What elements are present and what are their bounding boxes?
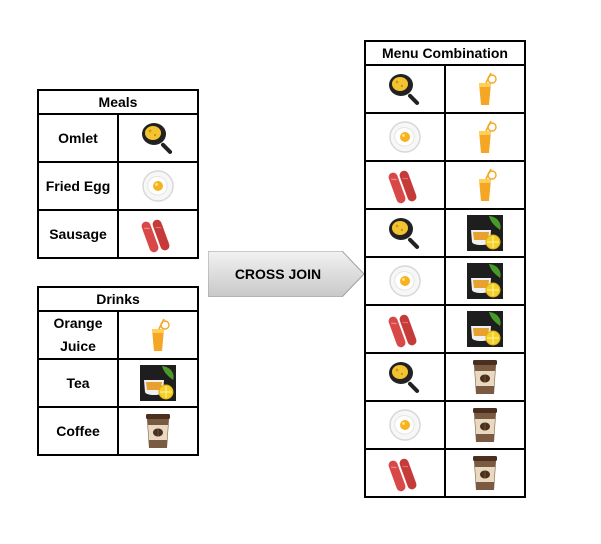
fried-egg-icon <box>389 409 421 441</box>
cross-join-label: CROSS JOIN <box>234 266 322 282</box>
drink-label-orange-juice: Orange Juice <box>37 310 119 360</box>
combination-row <box>364 64 526 114</box>
drink-label-line2: Juice <box>60 338 96 354</box>
lemon-tea-icon <box>467 215 503 251</box>
coffee-cup-icon <box>473 360 497 394</box>
lemon-tea-icon <box>140 365 176 401</box>
orange-juice-icon <box>479 168 497 201</box>
frying-pan-icon <box>389 74 420 105</box>
menu-combination-header: Menu Combination <box>364 40 526 66</box>
coffee-cup-icon <box>473 456 497 490</box>
sausage-icon <box>388 170 417 204</box>
combination-row <box>364 256 526 306</box>
frying-pan-icon <box>142 123 173 154</box>
frying-pan-icon <box>389 362 420 393</box>
lemon-tea-icon <box>467 311 503 347</box>
fried-egg-icon <box>389 265 421 297</box>
combination-row <box>364 400 526 450</box>
meals-table: Meals Omlet Fried Egg Sausage <box>36 89 200 259</box>
frying-pan-icon <box>389 218 420 249</box>
drink-label-coffee: Coffee <box>37 406 119 456</box>
combination-row <box>364 304 526 354</box>
fried-egg-icon <box>142 170 174 202</box>
meal-label-sausage: Sausage <box>37 209 119 259</box>
lemon-tea-icon <box>467 263 503 299</box>
cross-join-arrow <box>208 251 364 297</box>
combination-row <box>364 448 526 498</box>
sausage-icon <box>388 314 417 348</box>
drink-label-line1: Orange <box>53 315 103 331</box>
coffee-cup-icon <box>146 414 170 448</box>
menu-combination-table: Menu Combination <box>364 40 526 498</box>
combination-row <box>364 112 526 162</box>
meal-label-omlet: Omlet <box>37 113 119 163</box>
sausage-icon <box>388 458 417 492</box>
meal-label-fried-egg: Fried Egg <box>37 161 119 211</box>
fried-egg-icon <box>389 121 421 153</box>
combination-row <box>364 160 526 210</box>
combination-row <box>364 352 526 402</box>
combination-row <box>364 208 526 258</box>
orange-juice-icon <box>479 120 497 153</box>
orange-juice-icon <box>152 318 170 351</box>
drink-label-tea: Tea <box>37 358 119 408</box>
sausage-icon <box>141 219 170 253</box>
drinks-header: Drinks <box>36 286 200 312</box>
drinks-table: Drinks Orange Juice Tea Coffee <box>36 286 200 456</box>
meals-header: Meals <box>36 89 200 115</box>
coffee-cup-icon <box>473 408 497 442</box>
orange-juice-icon <box>479 72 497 105</box>
